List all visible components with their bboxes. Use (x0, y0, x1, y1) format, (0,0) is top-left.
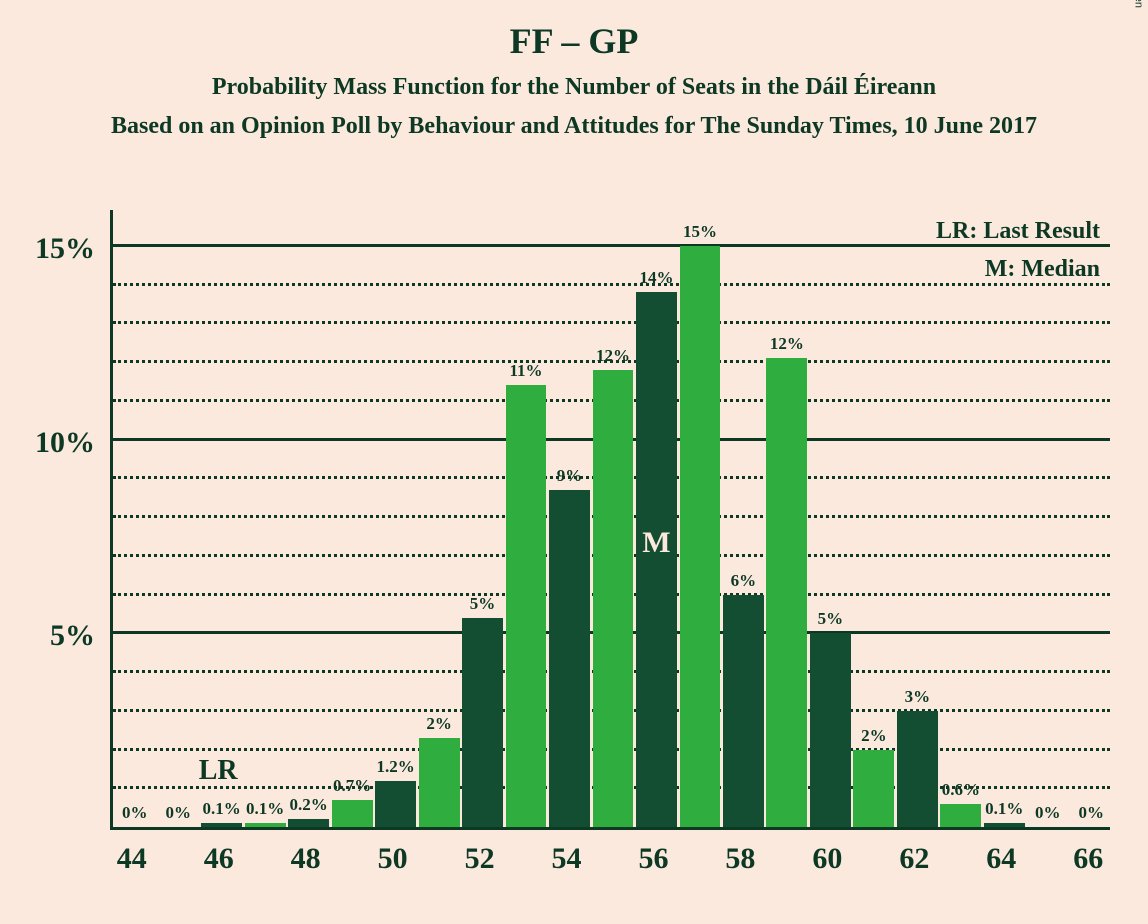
bar (984, 823, 1025, 827)
bar-value-label: 0.7% (322, 776, 383, 796)
x-axis-label: 50 (363, 842, 423, 876)
x-axis-label: 56 (623, 842, 683, 876)
bar (853, 750, 894, 828)
copyright-text: © 2020 Filip van Laenen (1132, 0, 1144, 8)
x-axis-label: 64 (971, 842, 1031, 876)
x-axis-label: 58 (710, 842, 770, 876)
plot-area: 0%0%0.1%0.1%0.2%0.7%1.2%2%5%11%9%12%14%1… (110, 210, 1110, 830)
bar-value-label: 6% (713, 571, 774, 591)
bar (375, 781, 416, 828)
bar (332, 800, 373, 827)
chart-title: FF – GP (0, 0, 1148, 62)
chart-subtitle-1: Probability Mass Function for the Number… (0, 62, 1148, 101)
x-axis-label: 46 (189, 842, 249, 876)
bar-value-label: 12% (583, 346, 644, 366)
legend-lr: LR: Last Result (936, 218, 1100, 245)
x-axis-label: 66 (1058, 842, 1118, 876)
y-axis-label: 10% (0, 426, 95, 460)
bar (549, 490, 590, 827)
chart-subtitle-2: Based on an Opinion Poll by Behaviour an… (0, 101, 1148, 140)
bar (245, 823, 286, 827)
x-axis-label: 44 (102, 842, 162, 876)
bar-value-label: 9% (539, 466, 600, 486)
bar (766, 358, 807, 827)
bar-value-label: 15% (670, 222, 731, 242)
bar (288, 819, 329, 827)
bar (680, 246, 721, 827)
bar-value-label: 5% (800, 609, 861, 629)
bar (897, 711, 938, 827)
bar-value-label: 2% (409, 714, 470, 734)
x-axis-label: 48 (276, 842, 336, 876)
bar (419, 738, 460, 827)
bar-value-label: 12% (756, 334, 817, 354)
x-axis-label: 52 (450, 842, 510, 876)
bar-value-label: 2% (843, 726, 904, 746)
gridline-minor (113, 321, 1110, 324)
bar-value-label: 14% (626, 268, 687, 288)
bar (723, 595, 764, 828)
bar-value-label: 3% (887, 687, 948, 707)
bar (462, 618, 503, 827)
gridline-minor (113, 283, 1110, 286)
bar-value-label: 5% (452, 594, 513, 614)
bar-value-label: 1.2% (365, 757, 426, 777)
x-axis-label: 62 (884, 842, 944, 876)
bar (636, 292, 677, 827)
chart-container: FF – GP Probability Mass Function for th… (0, 0, 1148, 924)
x-axis-label: 60 (797, 842, 857, 876)
legend-m: M: Median (985, 256, 1100, 283)
bar (201, 823, 242, 827)
bar-value-label: 11% (496, 361, 557, 381)
lr-annotation: LR (199, 755, 238, 787)
median-annotation: M (636, 526, 677, 560)
bar-value-label: 0% (1061, 803, 1122, 823)
bar (593, 370, 634, 827)
x-axis-label: 54 (537, 842, 597, 876)
bar-value-label: 0.2% (278, 795, 339, 815)
bar (506, 385, 547, 827)
y-axis-label: 5% (0, 619, 95, 653)
y-axis-label: 15% (0, 232, 95, 266)
bar-value-label: 0.6% (930, 780, 991, 800)
